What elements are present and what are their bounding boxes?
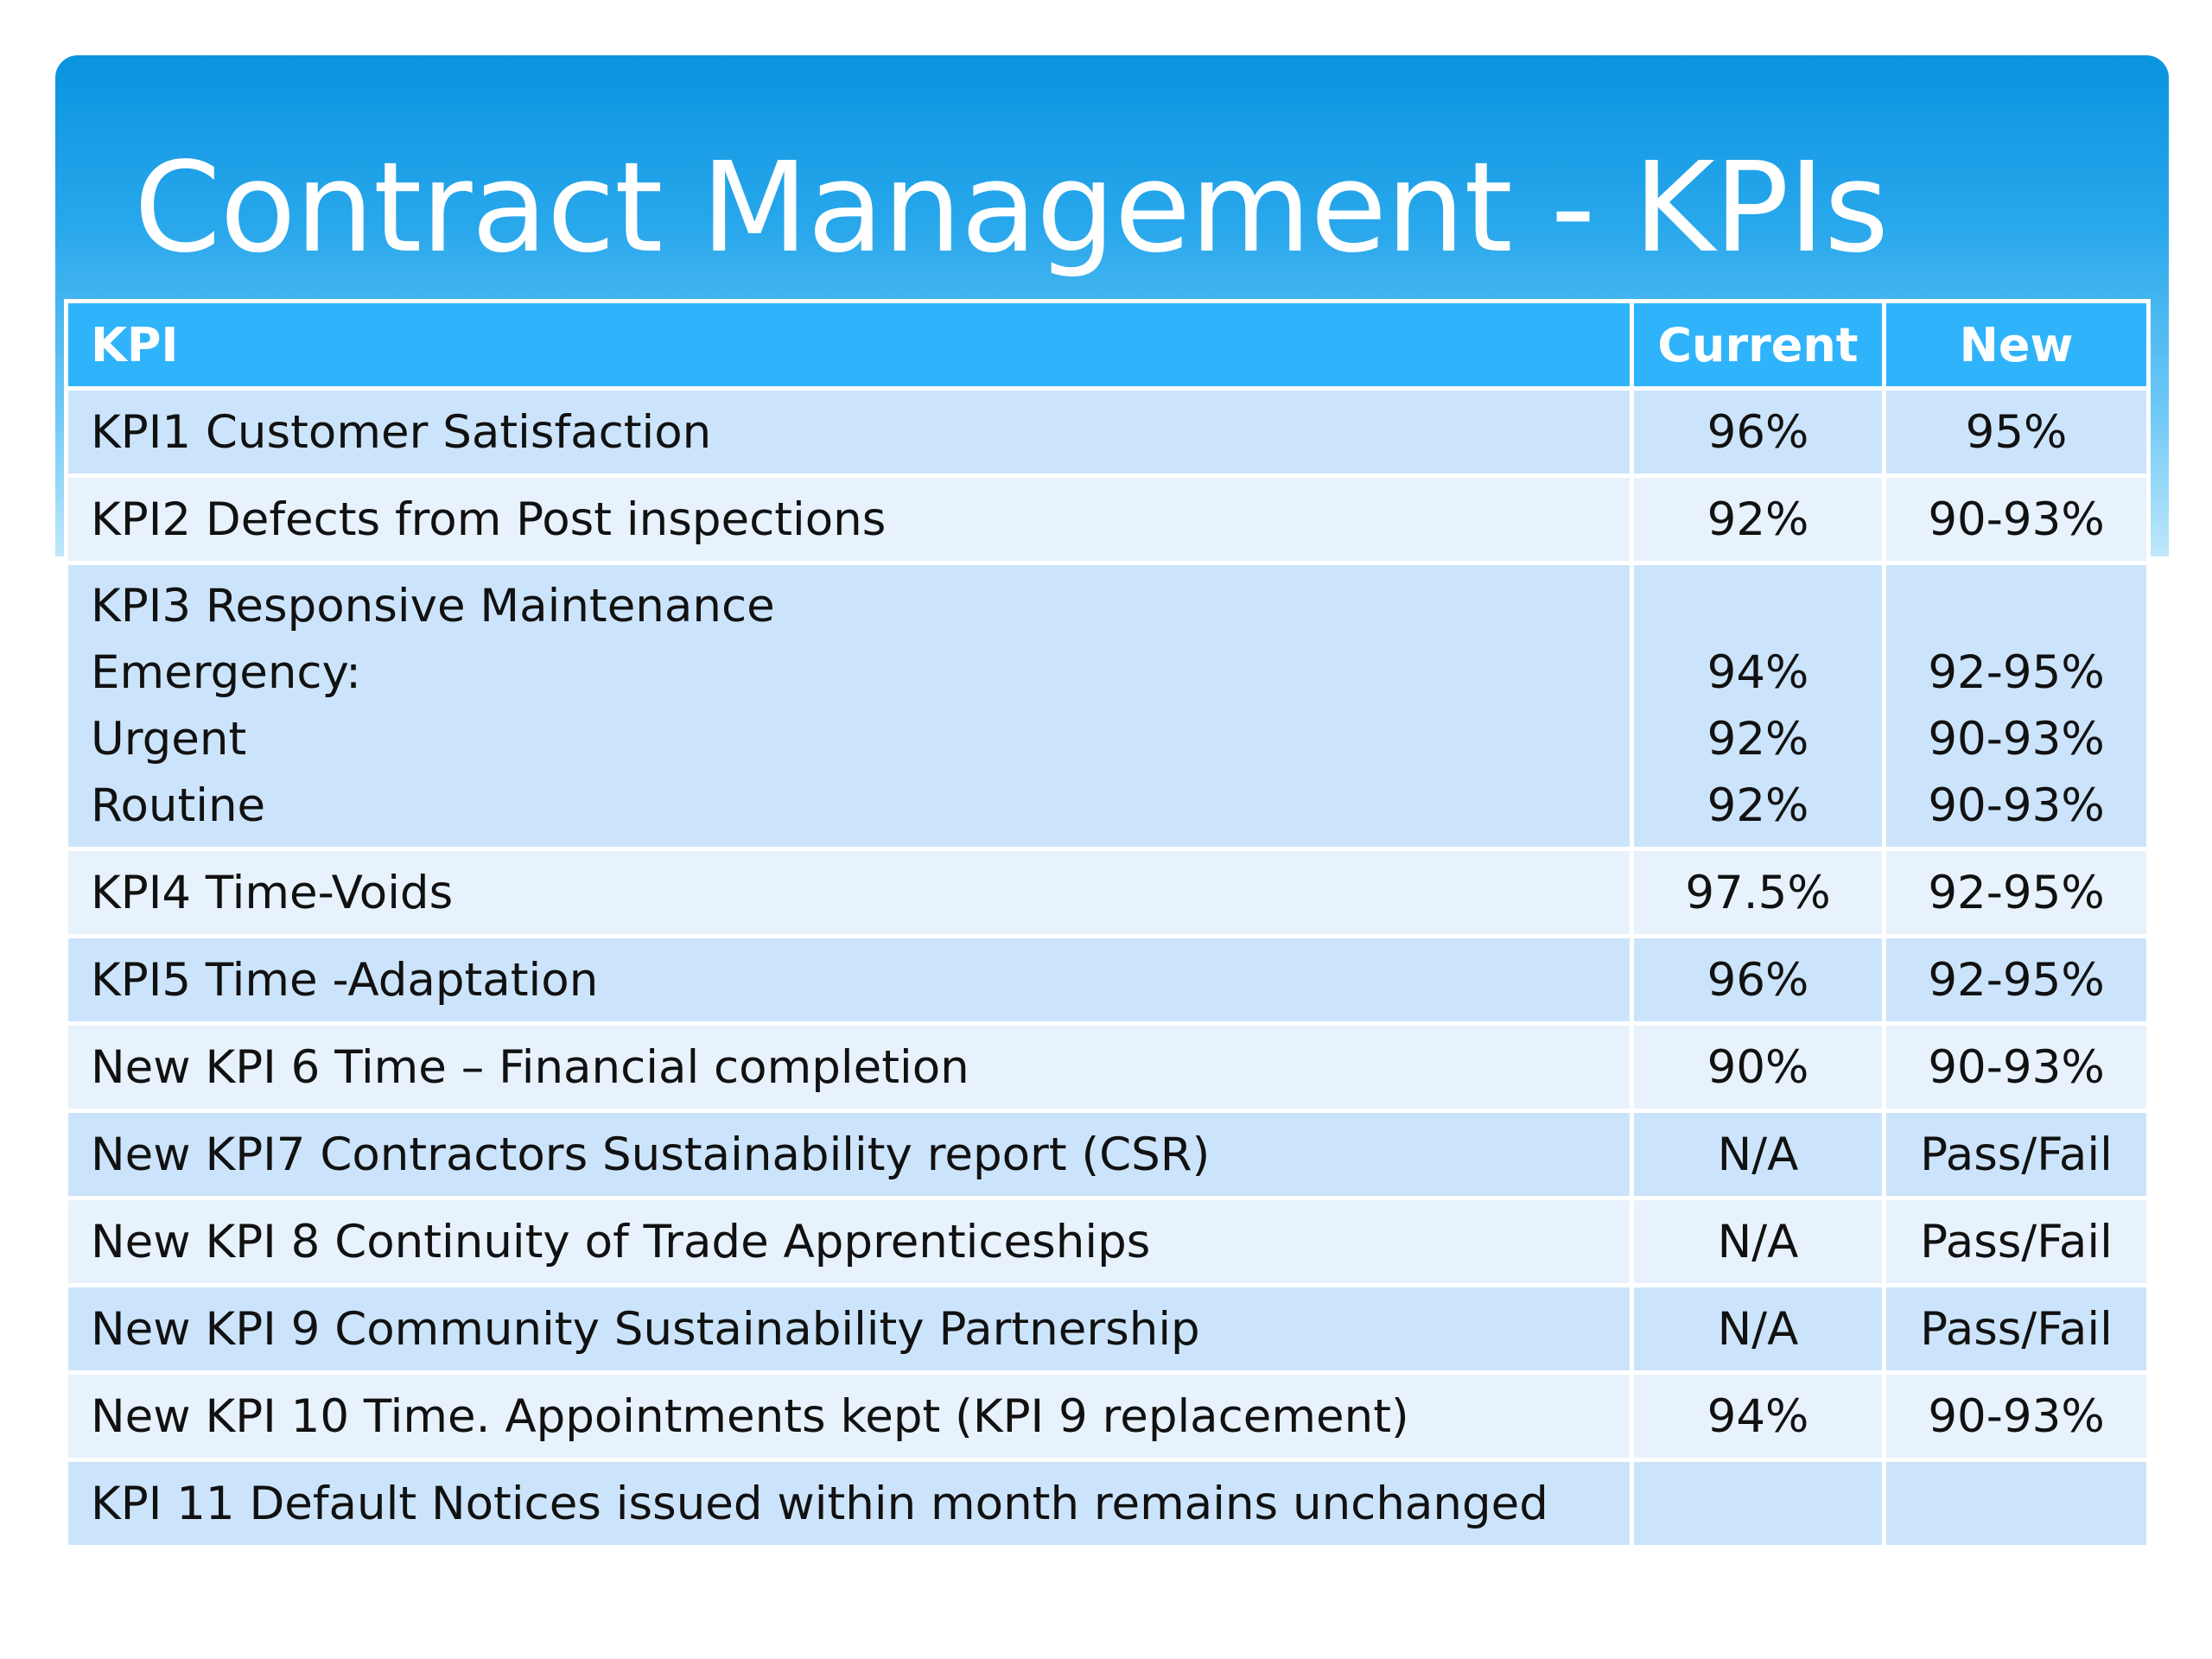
sub-new: 90-93% <box>1928 779 2105 832</box>
table-row: New KPI 8 Continuity of Trade Apprentice… <box>64 1196 2151 1287</box>
kpi-cell: KPI 11 Default Notices issued within mon… <box>64 1458 1634 1549</box>
kpi-cell: New KPI 8 Continuity of Trade Apprentice… <box>64 1196 1634 1287</box>
sub-kpi-label: Urgent <box>91 713 247 766</box>
kpi-cell: KPI1 Customer Satisfaction <box>64 386 1634 478</box>
new-cell: Pass/Fail <box>1882 1196 2151 1287</box>
table-row: KPI4 Time-Voids 97.5% 92-95% <box>64 847 2151 938</box>
slide-title: Contract Management - KPIs <box>134 135 1889 280</box>
table-row: New KPI 6 Time – Financial completion 90… <box>64 1021 2151 1113</box>
kpi-cell: KPI2 Defects from Post inspections <box>64 474 1634 565</box>
sub-current: 92% <box>1707 779 1809 832</box>
current-cell: N/A <box>1630 1283 1886 1375</box>
current-cell: 97.5% <box>1630 847 1886 938</box>
current-cell: N/A <box>1630 1196 1886 1287</box>
table-row: New KPI 9 Community Sustainability Partn… <box>64 1283 2151 1375</box>
sub-current: 92% <box>1707 713 1809 766</box>
new-cell: 92-95% <box>1882 934 2151 1026</box>
new-cell: Pass/Fail <box>1882 1109 2151 1200</box>
kpi-cell: KPI3 Responsive Maintenance Emergency: U… <box>64 561 1634 851</box>
current-cell: 92% <box>1630 474 1886 565</box>
kpi-cell: New KPI 6 Time – Financial completion <box>64 1021 1634 1113</box>
new-cell <box>1882 1458 2151 1549</box>
current-cell: 94% <box>1630 1370 1886 1462</box>
sub-kpi-label: Routine <box>91 779 266 832</box>
current-cell <box>1630 1458 1886 1549</box>
new-cell: 90-93% <box>1882 1021 2151 1113</box>
new-cell: 90-93% <box>1882 474 2151 565</box>
kpi-cell: KPI5 Time -Adaptation <box>64 934 1634 1026</box>
sub-current: 94% <box>1707 646 1809 699</box>
current-cell: 90% <box>1630 1021 1886 1113</box>
new-cell: Pass/Fail <box>1882 1283 2151 1375</box>
sub-new: 92-95% <box>1928 646 2105 699</box>
kpi-cell: New KPI7 Contractors Sustainability repo… <box>64 1109 1634 1200</box>
new-cell: 92-95% <box>1882 847 2151 938</box>
new-cell: 92-95% 90-93% 90-93% <box>1882 561 2151 851</box>
kpi-cell: New KPI 10 Time. Appointments kept (KPI … <box>64 1370 1634 1462</box>
table-row: KPI1 Customer Satisfaction 96% 95% <box>64 386 2151 478</box>
current-cell: 94% 92% 92% <box>1630 561 1886 851</box>
table-row: KPI5 Time -Adaptation 96% 92-95% <box>64 934 2151 1026</box>
current-cell: N/A <box>1630 1109 1886 1200</box>
kpi-cell: KPI4 Time-Voids <box>64 847 1634 938</box>
kpi-table: KPI Current New KPI1 Customer Satisfacti… <box>64 299 2151 1549</box>
current-cell: 96% <box>1630 934 1886 1026</box>
header-new: New <box>1882 299 2151 391</box>
header-current: Current <box>1630 299 1886 391</box>
sub-kpi-label: Emergency: <box>91 646 361 699</box>
kpi-cell: New KPI 9 Community Sustainability Partn… <box>64 1283 1634 1375</box>
table-row: KPI3 Responsive Maintenance Emergency: U… <box>64 561 2151 851</box>
header-kpi: KPI <box>64 299 1634 391</box>
table-row: New KPI7 Contractors Sustainability repo… <box>64 1109 2151 1200</box>
table-header-row: KPI Current New <box>64 299 2151 391</box>
kpi-name: KPI3 Responsive Maintenance <box>91 580 775 632</box>
current-cell: 96% <box>1630 386 1886 478</box>
table-row: KPI2 Defects from Post inspections 92% 9… <box>64 474 2151 565</box>
table-row: New KPI 10 Time. Appointments kept (KPI … <box>64 1370 2151 1462</box>
table-row: KPI 11 Default Notices issued within mon… <box>64 1458 2151 1549</box>
new-cell: 95% <box>1882 386 2151 478</box>
sub-new: 90-93% <box>1928 713 2105 766</box>
new-cell: 90-93% <box>1882 1370 2151 1462</box>
